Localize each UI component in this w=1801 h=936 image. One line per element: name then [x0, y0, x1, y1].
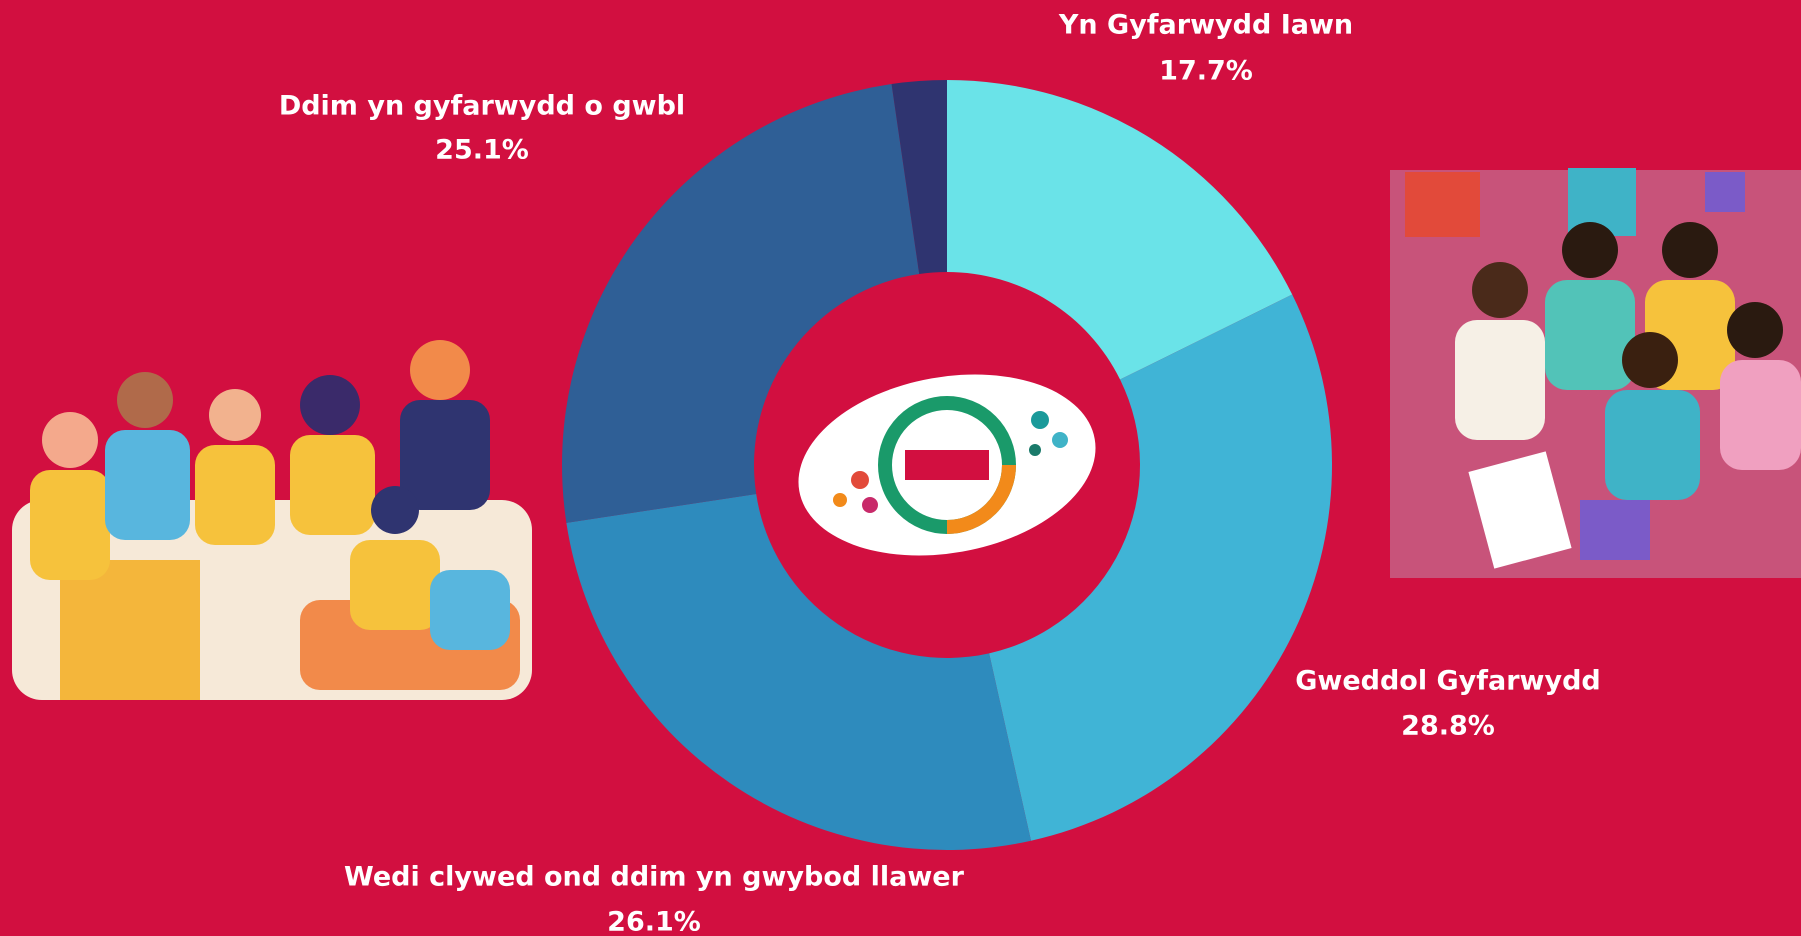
right-illustration [1390, 168, 1801, 578]
segment-value: 28.8% [1401, 711, 1495, 742]
left-illustration [12, 340, 532, 700]
donut-segment [947, 80, 1293, 380]
donut-segment [566, 493, 1031, 850]
segment-value: 17.7% [1159, 56, 1253, 87]
segment-label: Wedi clywed ond ddim yn gwybod llawer [344, 862, 965, 893]
segment-label: Ddim yn gyfarwydd o gwbl [279, 91, 685, 122]
segment-label: Yn Gyfarwydd Iawn [1058, 10, 1353, 41]
donut-segment [562, 84, 920, 523]
donut-segment [989, 294, 1332, 841]
donut [562, 80, 1332, 850]
donut-segment [891, 80, 947, 275]
segment-value: 26.1% [607, 907, 701, 936]
segment-value: 25.1% [435, 135, 529, 166]
logo [798, 374, 1096, 556]
segment-label: Gweddol Gyfarwydd [1295, 666, 1601, 697]
